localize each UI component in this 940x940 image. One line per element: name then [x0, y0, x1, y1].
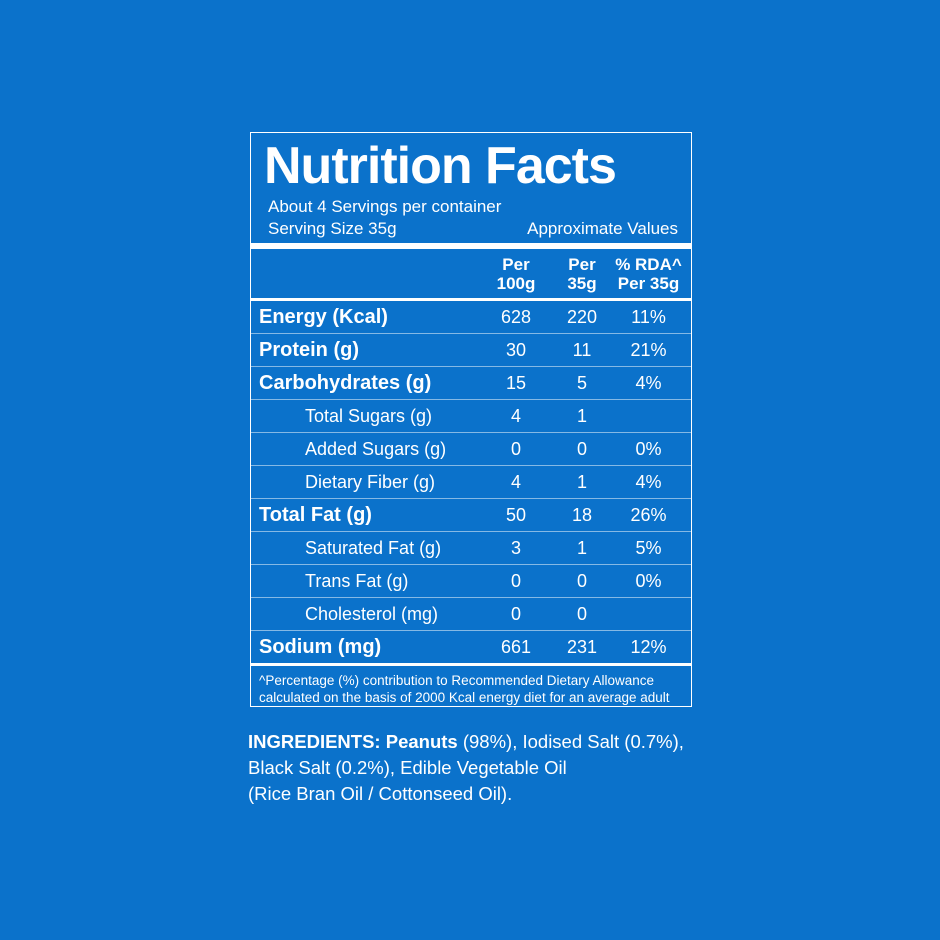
value-per-35g: 1	[576, 405, 587, 426]
value-per-35g: 0	[576, 570, 587, 591]
value-rda: 4%	[635, 372, 662, 393]
table-row: Dietary Fiber (g) 4 1 4%	[251, 465, 691, 498]
ingredients-block: INGREDIENTS: Peanuts (98%), Iodised Salt…	[248, 729, 718, 807]
table-row: Protein (g) 30 11 21%	[251, 333, 691, 366]
value-rda: 0%	[635, 570, 662, 591]
value-per-35g: 0	[576, 603, 587, 624]
rda-footnote: ^Percentage (%) contribution to Recommen…	[251, 663, 691, 706]
value-per-100g: 0	[510, 603, 521, 624]
nutrition-facts-panel: Nutrition Facts About 4 Servings per con…	[250, 132, 692, 707]
value-per-35g: 1	[576, 471, 587, 492]
value-per-35g: 11	[572, 339, 592, 360]
column-header-rda: % RDA^ Per 35g	[615, 254, 682, 293]
value-rda: 0%	[635, 438, 662, 459]
row-label: Trans Fat (g)	[305, 570, 409, 591]
ingredients-line-1-rest: (98%), Iodised Salt (0.7%),	[457, 731, 684, 752]
table-row: Energy (Kcal) 628 220 11%	[251, 301, 691, 333]
value-rda: 11%	[631, 306, 666, 327]
value-per-35g: 5	[576, 372, 587, 393]
ingredients-line-3: (Rice Bran Oil / Cottonseed Oil).	[248, 783, 513, 804]
header-separator-bar	[251, 243, 691, 249]
footnote-line-1: ^Percentage (%) contribution to Recommen…	[259, 673, 655, 688]
value-per-35g: 0	[576, 438, 587, 459]
label-header: Nutrition Facts About 4 Servings per con…	[251, 133, 691, 243]
table-row: Saturated Fat (g) 3 1 5%	[251, 531, 691, 564]
value-per-100g: 3	[510, 537, 521, 558]
row-label: Protein (g)	[259, 338, 359, 361]
table-column-headers: Per 100g Per 35g % RDA^ Per 35g	[251, 249, 691, 301]
value-per-35g: 1	[576, 537, 587, 558]
ingredients-heading: INGREDIENTS:	[248, 731, 381, 752]
row-label: Carbohydrates (g)	[259, 371, 432, 394]
table-row: Sodium (mg) 661 231 12%	[251, 630, 691, 663]
ingredients-line-1: INGREDIENTS: Peanuts (98%), Iodised Salt…	[248, 729, 718, 755]
row-label: Cholesterol (mg)	[305, 603, 439, 624]
ingredients-bold-item: Peanuts	[385, 731, 458, 752]
value-rda: 5%	[635, 537, 662, 558]
value-per-35g: 18	[571, 504, 593, 525]
value-per-100g: 30	[505, 339, 527, 360]
table-body: Energy (Kcal) 628 220 11% Protein (g) 30…	[251, 301, 691, 663]
approximate-values-text: Approximate Values	[527, 219, 678, 238]
value-rda: 26%	[630, 504, 667, 525]
value-per-100g: 0	[510, 570, 521, 591]
value-per-100g: 15	[505, 372, 527, 393]
value-rda: 12%	[630, 636, 667, 657]
row-label: Energy (Kcal)	[259, 305, 388, 328]
row-label: Sodium (mg)	[259, 635, 382, 658]
servings-per-container-text: About 4 Servings per container	[268, 197, 502, 216]
table-row: Total Fat (g) 50 18 26%	[251, 498, 691, 531]
row-label: Total Fat (g)	[259, 503, 372, 526]
value-per-100g: 50	[505, 504, 527, 525]
table-row: Added Sugars (g) 0 0 0%	[251, 432, 691, 465]
value-per-35g: 231	[566, 636, 598, 657]
footnote-line-2: calculated on the basis of 2000 Kcal ene…	[259, 689, 670, 705]
table-row: Carbohydrates (g) 15 5 4%	[251, 366, 691, 399]
column-header-per-100g: Per 100g	[496, 254, 536, 293]
value-rda: 21%	[630, 339, 667, 360]
value-per-100g: 0	[510, 438, 521, 459]
value-per-100g: 661	[500, 636, 532, 657]
row-label: Dietary Fiber (g)	[305, 471, 436, 492]
row-label: Total Sugars (g)	[305, 405, 433, 426]
value-rda: 4%	[635, 471, 662, 492]
value-per-100g: 628	[500, 306, 532, 327]
row-label: Saturated Fat (g)	[305, 537, 442, 558]
table-row: Trans Fat (g) 0 0 0%	[251, 564, 691, 597]
column-header-per-35g: Per 35g	[567, 254, 597, 293]
row-label: Added Sugars (g)	[305, 438, 447, 459]
serving-size-text: Serving Size 35g	[268, 219, 397, 238]
value-per-100g: 4	[510, 405, 521, 426]
table-row: Total Sugars (g) 4 1	[251, 399, 691, 432]
value-per-100g: 4	[510, 471, 521, 492]
nutrition-facts-title: Nutrition Facts	[264, 137, 617, 195]
value-per-35g: 220	[566, 306, 598, 327]
table-row: Cholesterol (mg) 0 0	[251, 597, 691, 630]
ingredients-line-2: Black Salt (0.2%), Edible Vegetable Oil	[248, 757, 567, 778]
